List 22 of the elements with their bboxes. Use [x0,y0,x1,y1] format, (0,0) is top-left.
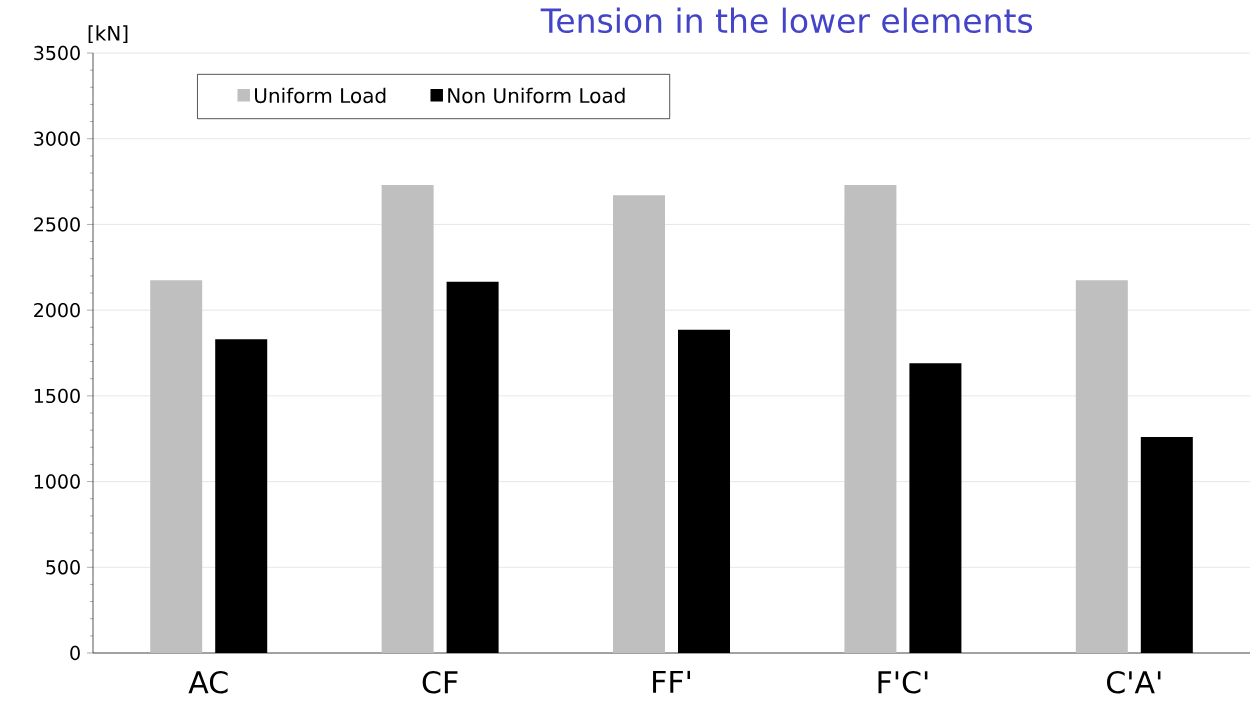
x-tick-label: C'A' [1107,670,1161,694]
bar [150,280,203,653]
x-tick-label: CF [422,670,458,694]
legend-label: Uniform Load [255,87,386,104]
bar [844,185,897,653]
x-tick-label: FF' [653,670,691,693]
y-tick-label: 2500 [34,217,80,232]
bar [381,185,434,653]
bar [1075,280,1128,653]
bar [613,195,666,653]
x-tick-label: F'C' [878,670,928,694]
y-tick-label: 3000 [34,131,80,146]
y-tick-label: 2000 [34,302,80,318]
y-axis-title: [kN] [88,25,128,44]
chart-title: Tension in the lower elements [540,7,1033,34]
y-tick-label: 500 [46,560,80,575]
y-tick-label: 1500 [34,388,80,404]
y-tick-label: 0 [70,645,80,661]
y-tick-label: 3500 [34,45,80,61]
x-tick-label: AC [188,670,228,694]
y-tick-label: 1000 [34,474,80,489]
legend-label: Non Uniform Load [448,87,625,104]
